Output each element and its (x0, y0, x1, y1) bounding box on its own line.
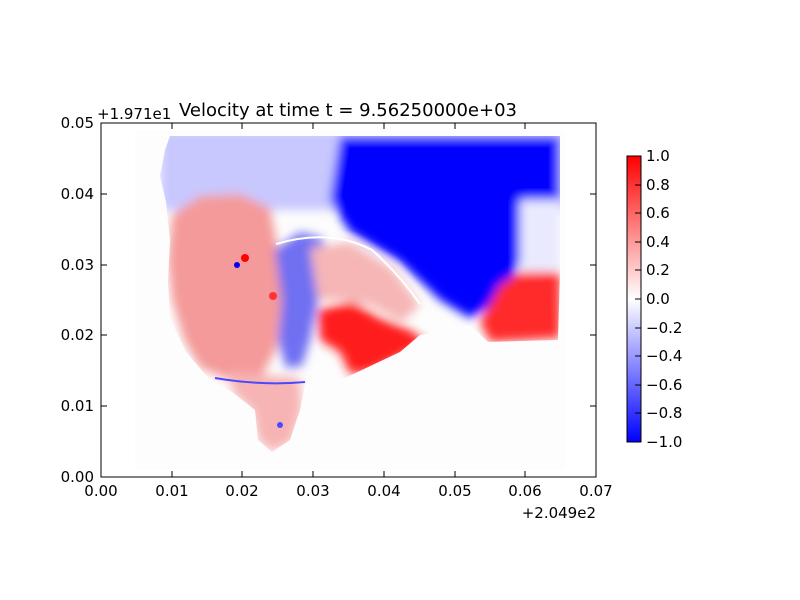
region-basin-edge (520, 200, 560, 272)
x-tick: 0.02 (225, 123, 259, 500)
region-east-inlet (480, 272, 560, 342)
x-tick-label: 0.04 (367, 482, 400, 500)
y-tick-label: 0.03 (61, 256, 94, 274)
region-mid-patch (310, 242, 420, 322)
colorbar-tick-label: 0.6 (646, 204, 670, 222)
colorbar-tick-label: −0.2 (646, 319, 682, 337)
x-tick: 0.01 (155, 123, 189, 500)
colorbar-tick: 0.0 (635, 290, 670, 308)
x-axis: 0.00 0.01 0.02 0.03 0.04 0.05 0.06 0.07 (84, 123, 613, 522)
x-tick-label: 0.02 (225, 482, 258, 500)
y-offset-label: +1.971e1 (97, 105, 171, 123)
y-tick: 0.03 (61, 256, 596, 274)
feature-bottom-fringe (214, 377, 306, 385)
y-tick: 0.00 (61, 468, 596, 486)
colorbar-tick: −1.0 (635, 433, 682, 451)
colorbar-tick-label: 0.8 (646, 176, 670, 194)
x-tick: 0.00 (84, 123, 118, 500)
y-tick-label: 0.01 (61, 397, 94, 415)
colorbar-tick: −0.8 (635, 404, 682, 422)
feature-blue-spot-2 (277, 422, 283, 428)
region-western-lobe (168, 194, 282, 380)
colorbar-tick: 0.2 (635, 261, 670, 279)
x-tick: 0.03 (296, 123, 330, 500)
x-tick-label: 0.00 (84, 482, 117, 500)
colorbar-tick-label: 0.2 (646, 261, 670, 279)
region-northeast-basin (330, 136, 560, 318)
feature-front-line (275, 236, 421, 305)
x-tick-label: 0.01 (155, 482, 188, 500)
chart-title: Velocity at time t = 9.56250000e+03 (179, 100, 517, 121)
colorbar-tick-label: −0.4 (646, 347, 682, 365)
x-tick: 0.06 (508, 123, 542, 500)
x-offset-label: +2.049e2 (522, 504, 596, 522)
y-tick-label: 0.02 (61, 326, 94, 344)
colorbar-tick: 0.6 (635, 204, 670, 222)
colorbar-tick: 0.8 (635, 176, 670, 194)
y-tick: 0.05 (61, 114, 596, 132)
x-tick-label: 0.07 (579, 482, 612, 500)
y-tick-label: 0.00 (61, 468, 94, 486)
colorbar-tick-label: −0.8 (646, 404, 682, 422)
feature-marks (214, 236, 421, 428)
x-tick: 0.07 (579, 123, 613, 500)
colorbar-tick-label: 1.0 (646, 147, 670, 165)
plot-frame (100, 122, 597, 478)
region-southern-tail (230, 372, 302, 452)
colorbar-tick: −0.2 (635, 319, 682, 337)
x-tick-label: 0.06 (508, 482, 541, 500)
y-axis: 0.00 0.01 0.02 0.03 0.04 0.05 +1.971e1 (61, 105, 596, 486)
x-tick-label: 0.05 (438, 482, 471, 500)
colorbar: 1.0 0.8 0.6 0.4 0.2 0.0 −0.2 −0.4 −0.6 −… (626, 147, 682, 451)
heatmap-field (135, 130, 565, 470)
x-tick-label: 0.03 (296, 482, 329, 500)
colorbar-tick-label: 0.4 (646, 233, 670, 251)
x-tick: 0.05 (438, 123, 472, 500)
feature-blue-spot (234, 262, 240, 268)
colorbar-tick-label: −0.6 (646, 376, 682, 394)
colorbar-tick: −0.6 (635, 376, 682, 394)
colorbar-tick: 1.0 (635, 147, 670, 165)
y-tick-label: 0.04 (61, 185, 94, 203)
y-tick-label: 0.05 (61, 114, 94, 132)
x-tick: 0.04 (367, 123, 401, 500)
y-tick: 0.02 (61, 326, 596, 344)
colorbar-tick: 0.4 (635, 233, 670, 251)
feature-red-spot (241, 254, 249, 262)
y-tick: 0.01 (61, 397, 596, 415)
colorbar-tick-label: −1.0 (646, 433, 682, 451)
colorbar-tick: −0.4 (635, 347, 682, 365)
feature-red-spot-2 (269, 292, 277, 300)
y-tick: 0.04 (61, 185, 596, 203)
colorbar-tick-label: 0.0 (646, 290, 670, 308)
